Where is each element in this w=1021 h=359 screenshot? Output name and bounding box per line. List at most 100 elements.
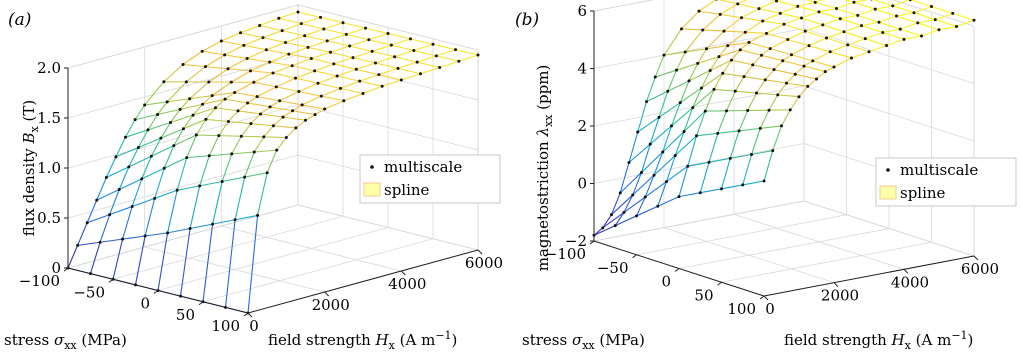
surface-line-stress [182, 50, 203, 65]
data-point [309, 57, 313, 60]
surface-line-stress [420, 66, 440, 75]
data-point [255, 95, 259, 99]
surface-line-field [218, 135, 242, 137]
surface-line-stress [397, 61, 418, 69]
data-point [902, 37, 906, 41]
data-point [703, 109, 707, 113]
surface-line-field [231, 151, 255, 155]
data-point [335, 74, 339, 78]
surface-line-stress [115, 137, 126, 158]
surface-line-stress [231, 70, 251, 83]
data-point [877, 20, 881, 24]
surface-line-stress [262, 30, 283, 39]
data-point [856, 13, 860, 17]
panel-a-legend-dot [370, 165, 374, 169]
surface-line-stress [378, 67, 399, 76]
surface-line-stress [812, 51, 831, 62]
surface-line-stress [709, 56, 720, 71]
data-point [325, 39, 329, 43]
surface-line-field [352, 57, 376, 64]
data-point [374, 61, 377, 65]
z-tick-label: 4 [577, 60, 587, 78]
surface-line-stress [243, 37, 264, 46]
surface-line-field [227, 68, 251, 72]
surface-line-stress [394, 49, 415, 58]
surface-line-stress [892, 0, 911, 7]
surface-line-stress [109, 189, 120, 215]
surface-line-stress [458, 54, 479, 62]
surface-line-stress [157, 232, 169, 291]
surface-line-field [743, 76, 766, 81]
surface-line-stress [798, 86, 809, 98]
surface-line-stress [665, 155, 676, 182]
data-point [768, 47, 772, 51]
data-point [303, 34, 307, 38]
data-point [825, 36, 828, 40]
surface-line-stress [343, 92, 364, 102]
surface-line-stress [221, 32, 241, 42]
surface-line-stress [244, 151, 255, 178]
surface-line-field [259, 24, 283, 32]
surface-line-field [183, 118, 207, 130]
surface-line-field [641, 151, 664, 173]
surface-line-field [199, 180, 223, 187]
surface-line-field [773, 69, 796, 75]
z-tick-label: 2 [577, 117, 587, 135]
surface-line-stress [269, 100, 280, 108]
data-point [117, 188, 121, 191]
surface-line-stress [311, 51, 331, 60]
data-point [885, 44, 888, 48]
data-point [188, 227, 192, 230]
surface-line-stress [818, 7, 837, 13]
surface-line-field [205, 66, 229, 70]
surface-line-field [304, 35, 328, 42]
surface-line-field [697, 56, 720, 64]
stress-tick-label: −50 [73, 283, 105, 301]
surface-line-stress [764, 69, 775, 81]
data-point [149, 154, 153, 158]
stress-tick-label: 0 [661, 273, 671, 291]
surface-line-field [128, 155, 152, 168]
surface-line-stress [167, 190, 178, 233]
data-point [937, 28, 941, 32]
surface-line-stress [314, 108, 325, 116]
surface-line-stress [276, 77, 296, 88]
surface-line-field [910, 0, 932, 8]
panel-b-legend-box [875, 157, 1017, 207]
surface-line-stress [231, 135, 242, 155]
surface-line-stress [729, 130, 740, 159]
data-point [867, 50, 871, 54]
surface-line-stress [99, 214, 111, 243]
surface-line-stress [147, 114, 159, 131]
surface-line-field [710, 59, 732, 71]
data-point [351, 56, 355, 60]
surface-line-field [314, 70, 338, 77]
surface-line-stress [176, 157, 188, 191]
surface-line-field [720, 13, 742, 19]
data-point [803, 29, 807, 33]
surface-line-field [708, 157, 731, 163]
surface-line-stress [96, 177, 107, 201]
data-point [657, 115, 661, 119]
data-point [721, 71, 725, 75]
surface-line-stress [224, 92, 235, 100]
data-point [613, 224, 617, 228]
surface-line-stress [157, 101, 168, 115]
surface-line-field [787, 38, 810, 47]
surface-line-field [273, 125, 296, 129]
surface-line-stress [346, 27, 366, 35]
surface-line-stress [234, 81, 255, 93]
surface-line-field [134, 113, 158, 121]
stress-tick-mark [153, 290, 159, 294]
surface-line-field [611, 194, 634, 216]
surface-line-stress [636, 196, 646, 217]
data-point [815, 77, 818, 81]
surface-line-field [145, 232, 168, 237]
surface-line-stress [759, 109, 770, 129]
data-point [191, 113, 195, 117]
data-point [313, 69, 317, 73]
surface-line-field [333, 63, 357, 70]
surface-line-stress [654, 54, 665, 78]
surface-line-field [109, 205, 133, 216]
data-point [873, 7, 877, 11]
